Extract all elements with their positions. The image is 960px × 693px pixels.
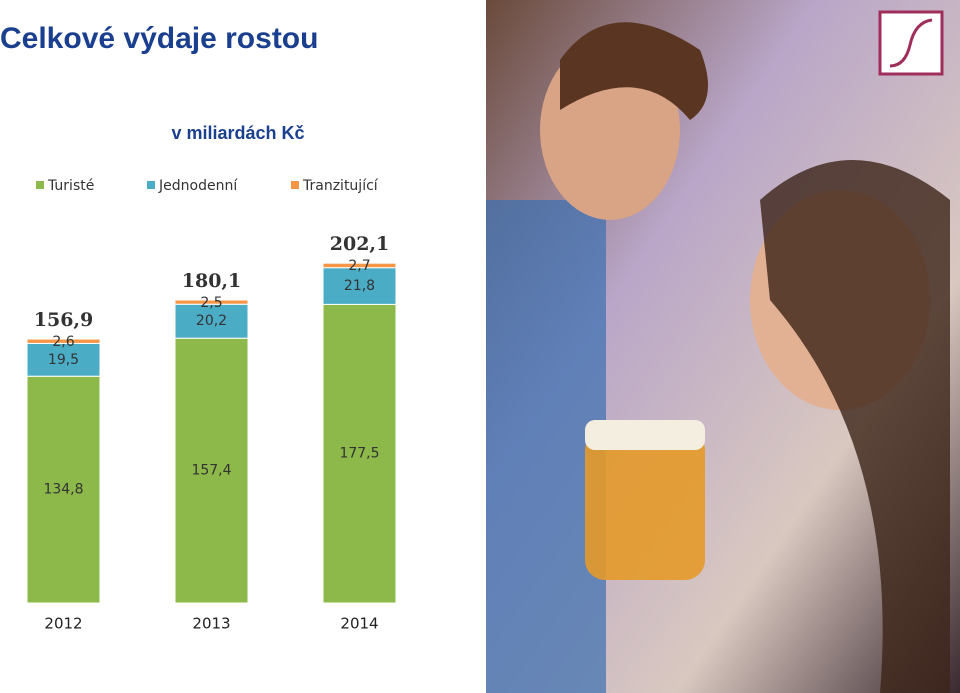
total-label: 156,9: [34, 309, 94, 331]
legend-swatch: [291, 181, 299, 189]
value-label: 2,5: [200, 295, 222, 311]
bar-segment: [322, 303, 397, 604]
chart-subtitle: v miliardách Kč: [171, 123, 304, 143]
x-tick-label: 2013: [192, 615, 230, 633]
legend-label: Tranzitující: [302, 178, 379, 194]
value-label: 134,8: [43, 482, 83, 498]
legend-label: Jednodenní: [158, 178, 238, 194]
total-label: 180,1: [182, 270, 242, 292]
legend-swatch: [36, 181, 44, 189]
legend-swatch: [147, 181, 155, 189]
bar-segment: [174, 337, 249, 604]
legend-label: Turisté: [47, 178, 94, 194]
value-label: 2,6: [52, 334, 74, 350]
bar-segment: [322, 267, 397, 305]
bar-segment: [322, 262, 397, 269]
value-label: 21,8: [344, 278, 375, 294]
bar-segment: [26, 338, 101, 344]
bar-segment: [174, 303, 249, 339]
photo: [486, 0, 960, 693]
value-label: 20,2: [196, 313, 227, 329]
x-tick-label: 2012: [44, 615, 82, 633]
value-label: 177,5: [339, 446, 379, 462]
total-label: 202,1: [330, 233, 390, 255]
value-label: 19,5: [48, 352, 79, 368]
bar-segment: [174, 299, 249, 305]
value-label: 2,7: [348, 258, 370, 274]
chart-title: Celkové výdaje rostou: [0, 22, 318, 55]
value-label: 157,4: [191, 463, 231, 479]
x-tick-label: 2014: [340, 615, 378, 633]
